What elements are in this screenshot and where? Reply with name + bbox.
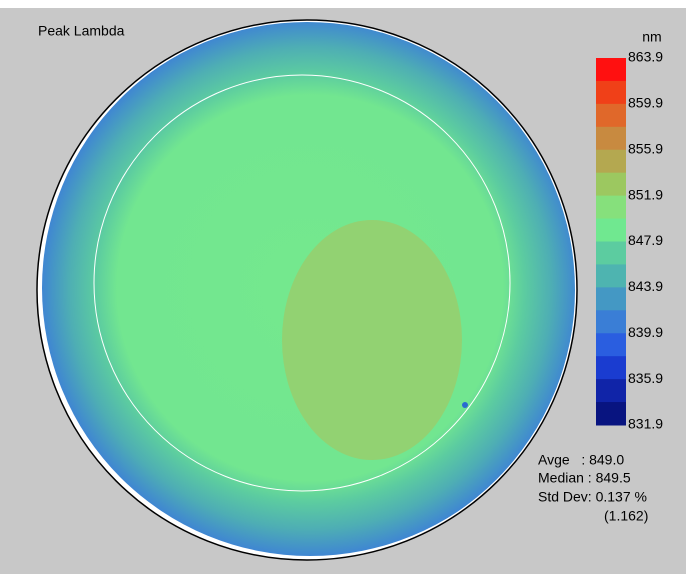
top-border [0, 0, 700, 8]
stat-line: Avge : 849.0 [538, 452, 624, 468]
color-bar-segment [596, 264, 626, 287]
defect-spot [462, 402, 468, 408]
color-bar-segment [596, 333, 626, 356]
scale-label: 855.9 [628, 140, 663, 156]
color-bar-segment [596, 81, 626, 104]
scale-label: 859.9 [628, 95, 663, 111]
scale-label: 851.9 [628, 186, 663, 202]
center-region [282, 220, 462, 460]
color-bar-segment [596, 402, 626, 425]
scale-label: 863.9 [628, 49, 663, 65]
color-bar-segment [596, 127, 626, 150]
color-bar-segment [596, 356, 626, 379]
color-bar [596, 58, 626, 426]
color-bar-segment [596, 58, 626, 81]
scale-label: 831.9 [628, 416, 663, 432]
color-bar-segment [596, 310, 626, 333]
color-bar-segment [596, 219, 626, 242]
page: {"title": "Peak Lambda", "scale": {"unit… [0, 0, 700, 574]
right-border [686, 0, 700, 574]
color-bar-segment [596, 287, 626, 310]
scale-unit: nm [642, 29, 661, 45]
scale-label: 835.9 [628, 370, 663, 386]
color-bar-segment [596, 242, 626, 265]
stat-line: Median : 849.5 [538, 470, 631, 486]
color-bar-segment [596, 379, 626, 402]
color-bar-segment [596, 173, 626, 196]
color-bar-segment [596, 104, 626, 127]
stat-line: (1.162) [604, 508, 648, 524]
stat-line: Std Dev: 0.137 % [538, 489, 647, 505]
map-title: Peak Lambda [38, 23, 125, 39]
scale-label: 839.9 [628, 324, 663, 340]
color-bar-segment [596, 196, 626, 219]
color-bar-segment [596, 150, 626, 173]
wafer-map-panel: Peak Lambda nm 863.9 859.9 855.9 851.9 847.9… [0, 0, 700, 574]
scale-label: 843.9 [628, 278, 663, 294]
scale-label: 847.9 [628, 232, 663, 248]
